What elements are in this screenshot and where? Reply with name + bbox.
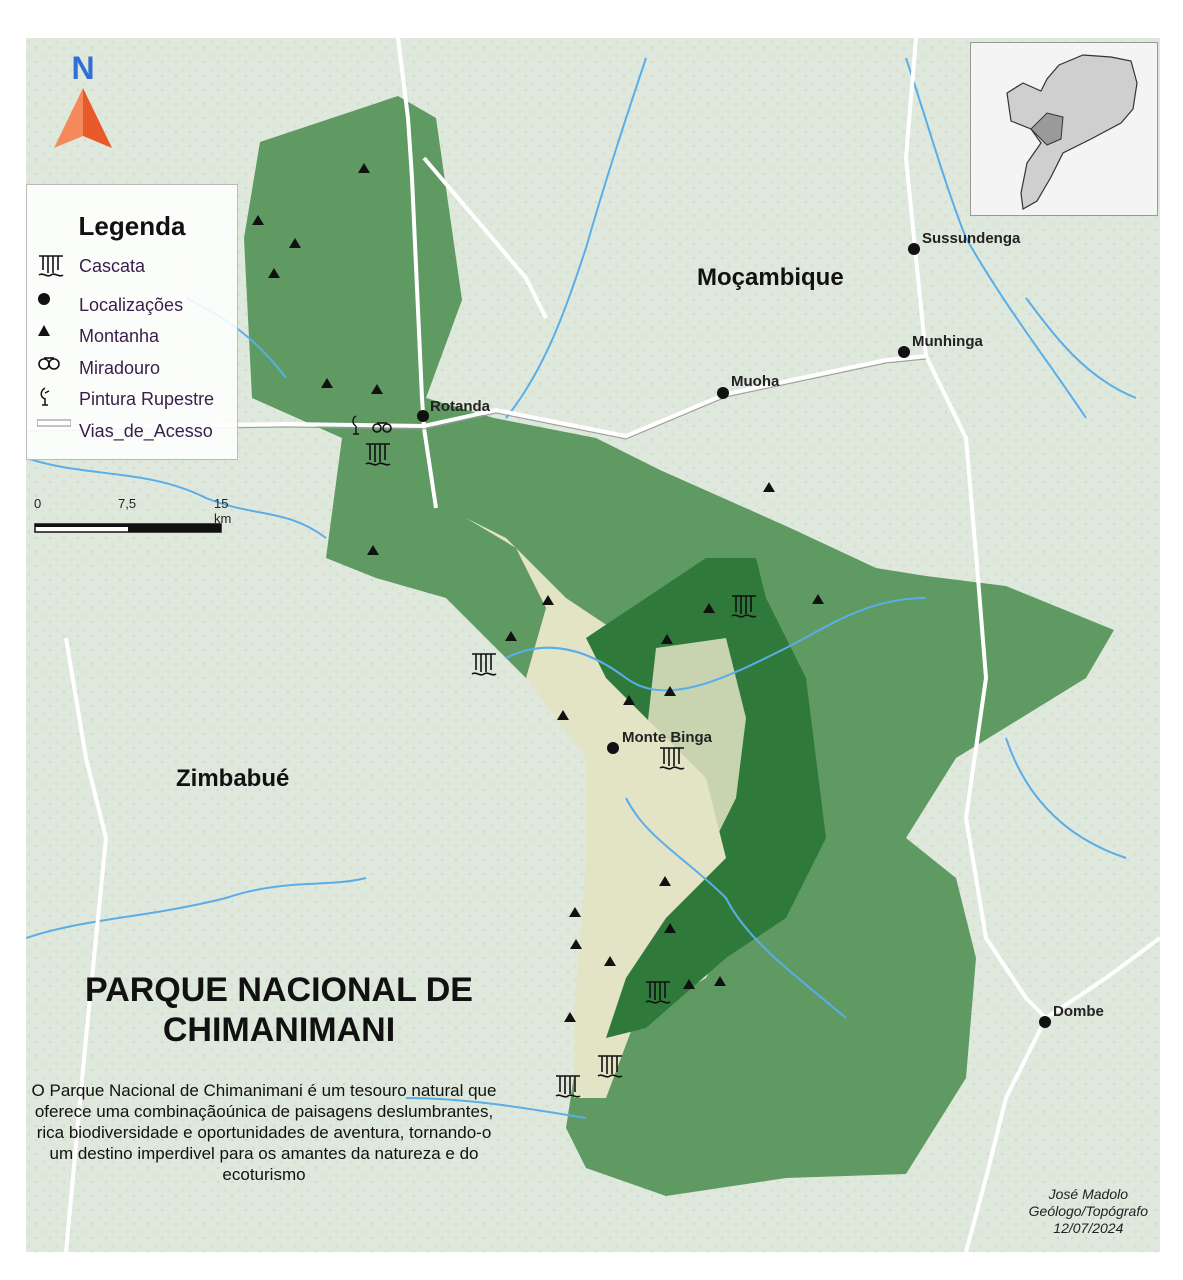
waterfall-marker xyxy=(659,747,685,770)
mountain-marker xyxy=(664,923,676,933)
location-dot-dombe xyxy=(1039,1016,1051,1028)
legend-panel: Legenda Cascata Localizações Montanha Mi… xyxy=(26,184,238,460)
legend-item-waterfall: Cascata xyxy=(37,253,145,279)
legend-label: Cascata xyxy=(79,255,146,276)
legend-label: Miradouro xyxy=(79,357,161,378)
north-arrow: N xyxy=(50,50,116,150)
waterfall-marker xyxy=(555,1075,581,1098)
waterfall-markers xyxy=(365,443,757,1098)
mountain-marker xyxy=(371,384,383,394)
inset-map xyxy=(970,42,1158,216)
road-casing xyxy=(26,358,927,440)
park-light-inner xyxy=(616,638,746,938)
mountain-marker xyxy=(703,603,715,613)
waterfall-marker xyxy=(471,653,497,676)
place-label-sussundenga: Sussundenga xyxy=(922,230,1021,247)
mountain-marker xyxy=(289,238,301,248)
mountain-marker xyxy=(763,482,775,492)
location-markers xyxy=(417,243,1051,1028)
location-dot-sussundenga xyxy=(908,243,920,255)
scale-label-end: 15 km xyxy=(214,496,232,526)
mountain-marker xyxy=(661,634,673,644)
rock-painting-marker xyxy=(352,415,359,435)
waterfall-marker xyxy=(597,1055,623,1078)
mountain-marker xyxy=(604,956,616,966)
north-arrow-icon xyxy=(54,88,112,148)
location-dot-munhinga xyxy=(898,346,910,358)
waterfall-marker xyxy=(365,443,391,466)
map-description: O Parque Nacional de Chimanimani é um te… xyxy=(31,1081,497,1184)
mountain-marker xyxy=(664,686,676,696)
mountain-marker xyxy=(542,595,554,605)
mountain-marker xyxy=(570,939,582,949)
location-dot-icon xyxy=(37,292,73,318)
country-label-mozambique: Moçambique xyxy=(697,264,844,291)
mountain-marker xyxy=(659,876,671,886)
country-label-zimbabwe: Zimbabué xyxy=(176,765,290,792)
roads xyxy=(26,38,1160,1252)
place-label-monte-binga: Monte Binga xyxy=(622,729,712,746)
mountain-marker xyxy=(569,907,581,917)
mountain-marker xyxy=(683,979,695,989)
mountain-triangle-icon xyxy=(37,323,73,349)
legend-item-location: Localizações xyxy=(37,292,183,318)
waterfall-icon xyxy=(37,253,73,279)
legend-label: Localizações xyxy=(79,294,184,315)
scale-label-mid: 7,5 xyxy=(118,496,137,511)
credits-author: José Madolo xyxy=(1048,1186,1129,1202)
location-dot-muoha xyxy=(717,387,729,399)
waterfall-marker xyxy=(731,595,757,618)
place-label-rotanda: Rotanda xyxy=(430,398,490,415)
place-label-munhinga: Munhinga xyxy=(912,333,983,350)
binoculars-icon xyxy=(37,355,73,381)
map-title-line1: PARQUE NACIONAL DE xyxy=(85,971,473,1009)
mountain-marker xyxy=(623,695,635,705)
mountain-marker xyxy=(812,594,824,604)
location-dot-monte-binga xyxy=(607,742,619,754)
waterfall-marker xyxy=(645,981,671,1004)
mountain-marker xyxy=(252,215,264,225)
legend-label: Montanha xyxy=(79,325,160,346)
credits-date: 12/07/2024 xyxy=(1053,1220,1124,1236)
legend-label: Vias_de_Acesso xyxy=(79,420,213,441)
map-title: PARQUE NACIONAL DE CHIMANIMANI xyxy=(44,970,514,1050)
mountain-marker xyxy=(358,163,370,173)
binoculars-marker xyxy=(372,422,392,433)
north-arrow-label: N xyxy=(71,50,95,86)
scale-label-start: 0 xyxy=(34,496,42,511)
legend-item-viewpoint: Miradouro xyxy=(37,355,160,381)
inset-mozambique-outline xyxy=(1006,54,1138,210)
place-label-dombe: Dombe xyxy=(1053,1003,1104,1020)
park-zone-core xyxy=(586,558,826,1038)
mountain-markers xyxy=(252,163,824,1022)
road-line-icon xyxy=(37,418,73,444)
mountain-marker xyxy=(321,378,333,388)
legend-label: Pintura Rupestre xyxy=(79,388,215,409)
mountain-marker xyxy=(557,710,569,720)
rock-painting-icon xyxy=(37,386,73,412)
mountain-marker xyxy=(505,631,517,641)
legend-item-roads: Vias_de_Acesso xyxy=(37,418,213,444)
scale-bar-graphic xyxy=(34,523,222,533)
mountain-marker xyxy=(714,976,726,986)
map-credits: José Madolo Geólogo/Topógrafo 12/07/2024 xyxy=(1029,1186,1148,1237)
legend-title: Legenda xyxy=(78,211,186,241)
legend-item-rock-painting: Pintura Rupestre xyxy=(37,386,214,412)
map-title-line2: CHIMANIMANI xyxy=(162,1011,396,1049)
mountain-marker xyxy=(268,268,280,278)
location-dot-rotanda xyxy=(417,410,429,422)
rivers xyxy=(26,57,1137,1119)
scale-bar: 0 7,5 15 km xyxy=(34,496,234,536)
place-label-muoha: Muoha xyxy=(731,373,780,390)
mountain-marker xyxy=(564,1012,576,1022)
credits-role: Geólogo/Topógrafo xyxy=(1028,1203,1148,1219)
legend-item-mountain: Montanha xyxy=(37,323,159,349)
map-frame[interactable]: Sussundenga Munhinga Muoha Rotanda Monte… xyxy=(26,38,1160,1252)
mountain-marker xyxy=(367,545,379,555)
